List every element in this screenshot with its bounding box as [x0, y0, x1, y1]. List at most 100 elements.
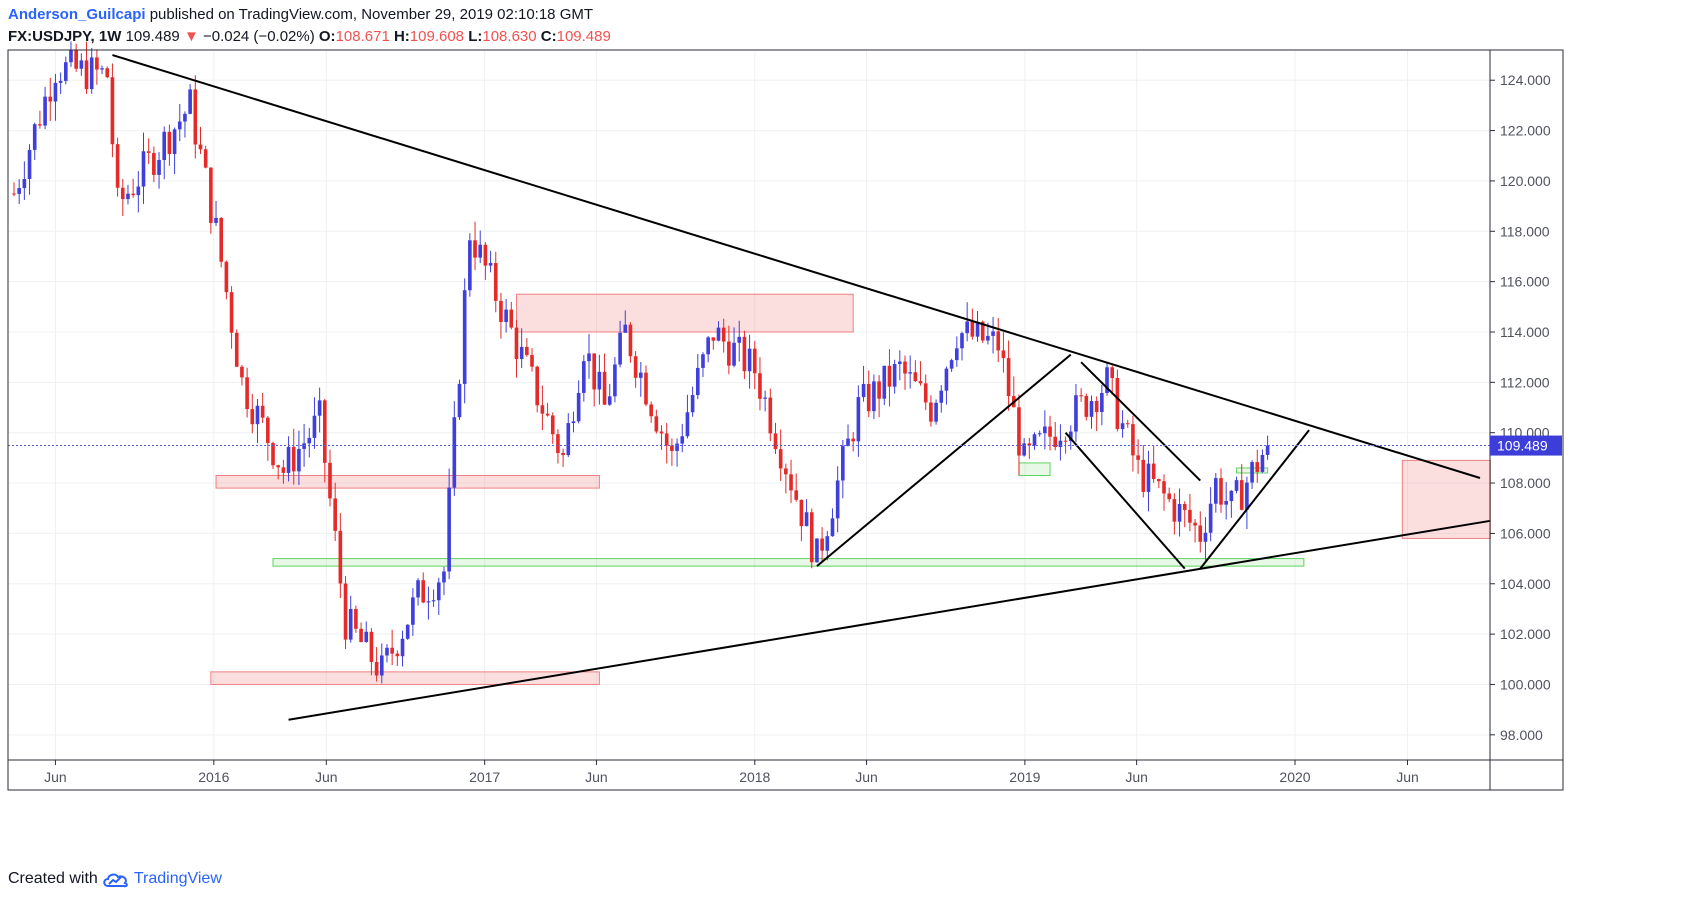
candle-body [136, 186, 141, 196]
candle-body [198, 144, 203, 150]
tradingview-brand-link[interactable]: TradingView [133, 870, 222, 887]
candle-body [690, 395, 695, 413]
candle-body [1193, 522, 1197, 526]
candle-body [1063, 440, 1068, 442]
x-tick-label: 2017 [469, 769, 500, 785]
candle-body [825, 536, 830, 551]
low-label: L: [468, 28, 483, 45]
candle-body [991, 331, 995, 336]
candle-body [597, 371, 602, 390]
candle-body [395, 653, 400, 657]
candle-body [224, 261, 229, 293]
candle-body [721, 327, 726, 342]
candle-body [63, 62, 68, 81]
candle-body [768, 397, 773, 434]
trendline [1080, 361, 1201, 482]
candle-body [670, 445, 674, 451]
candle-body [115, 144, 120, 188]
candle-body [405, 624, 410, 639]
x-tick-label: Jun [44, 769, 67, 785]
candle-body [58, 80, 63, 83]
candle-body [499, 300, 503, 322]
candle-body [436, 582, 441, 601]
candle-body [1032, 434, 1037, 446]
candle-body [152, 152, 156, 175]
footer: Created with TradingView [8, 870, 222, 888]
candle-body [1245, 482, 1249, 510]
x-tick-label: 2020 [1279, 769, 1310, 785]
candle-body [582, 361, 586, 393]
time-axis[interactable]: Jun 2016 Jun 2017 Jun 2018 Jun 2019 Jun 2020 Jun [44, 760, 1419, 785]
candle-body [638, 372, 643, 378]
candle-body [105, 68, 110, 78]
candle-body [509, 309, 514, 328]
candle-body [1167, 493, 1172, 500]
current-price-badge [1490, 435, 1562, 456]
candle-body [545, 413, 550, 416]
candle-body [851, 438, 856, 442]
candle-body [473, 240, 477, 258]
candle-body [716, 327, 721, 341]
candle-body [778, 449, 783, 469]
x-tick-label: Jun [855, 769, 878, 785]
candle-body [1219, 478, 1223, 505]
candle-body [48, 96, 53, 102]
candle-body [980, 321, 985, 341]
trendline [1199, 429, 1310, 570]
candle-body [1260, 455, 1265, 472]
y-tick-label: 112.000 [1500, 374, 1550, 390]
y-tick-label: 100.000 [1500, 676, 1551, 692]
open-label: O: [318, 28, 336, 45]
candle-body [1255, 462, 1260, 472]
candle-body [84, 60, 89, 90]
candle-body [1265, 445, 1270, 456]
candle-body [1131, 424, 1135, 456]
candle-body [835, 480, 840, 519]
candle-body [644, 372, 648, 405]
candle-body [882, 365, 887, 399]
candle-body [1053, 436, 1058, 448]
candle-body [846, 438, 850, 447]
candle-body [1136, 455, 1140, 460]
candle-body [22, 179, 27, 189]
candle-body [286, 446, 291, 473]
author-link[interactable]: Anderson_Guilcapi [8, 6, 146, 23]
x-tick-label: 2019 [1009, 769, 1040, 785]
candle-body [789, 474, 793, 491]
candle-body [328, 462, 332, 499]
candle-body [903, 361, 907, 374]
x-tick-label: 2018 [739, 769, 770, 785]
resistance-zone [210, 671, 600, 685]
candle-body [1084, 395, 1089, 417]
open-value: 108.671 [335, 28, 390, 45]
candle-body [209, 167, 213, 223]
chart-border [7, 49, 1564, 791]
candle-body [260, 405, 265, 418]
candle-body [379, 655, 384, 676]
candle-body [654, 416, 659, 432]
close-label: C: [540, 28, 557, 45]
candle-body [1214, 478, 1218, 504]
candle-body [1068, 431, 1073, 442]
candle-body [53, 82, 58, 102]
candle-body [970, 321, 975, 337]
candle-body [954, 348, 959, 361]
price-axis[interactable]: 98.000 100.000 102.000 104.000 106.000 108.00… [1490, 72, 1562, 743]
candle-body [354, 608, 358, 629]
candle-body [939, 390, 944, 403]
candle-body [1120, 423, 1125, 430]
candle-body [245, 377, 249, 410]
symbol-label: FX:USDJPY, 1W [8, 28, 122, 45]
candle-body [100, 68, 104, 70]
candle-body [680, 436, 685, 444]
candle-body [830, 518, 835, 537]
high-value: 109.608 [409, 28, 465, 45]
candle-body [172, 129, 177, 155]
candle-body [1250, 462, 1254, 483]
candle-body [69, 50, 73, 63]
candle-body [587, 353, 591, 362]
candle-body [1094, 400, 1099, 413]
candle-body [815, 538, 819, 563]
candle-body [488, 263, 493, 266]
